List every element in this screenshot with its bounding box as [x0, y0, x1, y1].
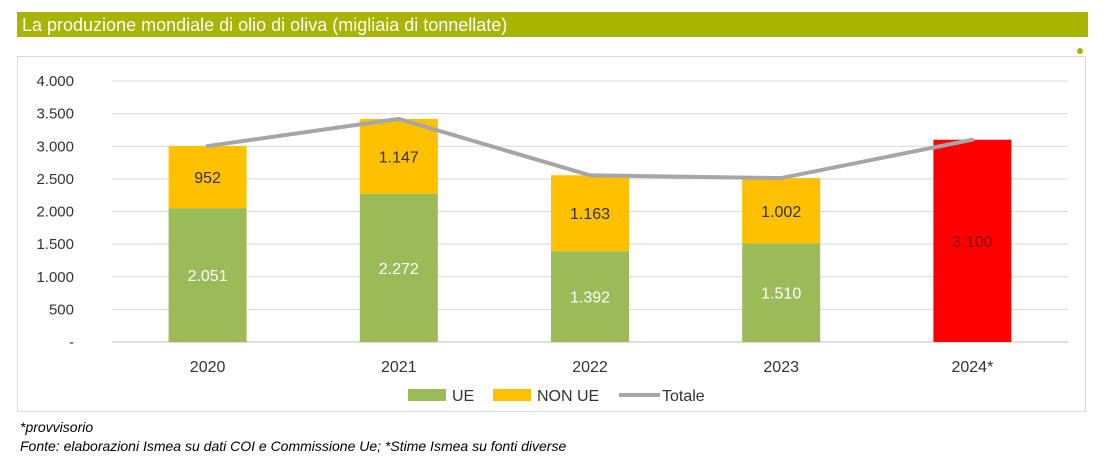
- x-tick-label: 2021: [381, 359, 417, 376]
- legend-label-non-ue: NON UE: [537, 388, 599, 405]
- data-label-non-ue: 1.002: [761, 204, 801, 221]
- data-label-non-ue: 1.163: [570, 206, 610, 223]
- data-label-non-ue: 1.147: [379, 149, 419, 166]
- data-label-total-estimate: 3.100: [952, 234, 992, 251]
- legend-label-totale: Totale: [662, 388, 705, 405]
- data-label-ue: 1.392: [570, 290, 610, 307]
- legend-swatch-ue: [408, 389, 446, 401]
- bar-ue: [168, 208, 247, 342]
- bar-ue: [551, 251, 629, 342]
- bar-non-ue: [551, 175, 629, 252]
- y-tick-label: 3.500: [36, 106, 74, 123]
- data-label-non-ue: 952: [194, 170, 221, 187]
- data-label-ue: 2.051: [188, 268, 228, 285]
- bar-non-ue: [742, 178, 821, 244]
- chart-frame: [17, 56, 1086, 412]
- x-tick-label: 2020: [190, 359, 226, 376]
- footnote-source: Fonte: elaborazioni Ismea su dati COI e …: [20, 438, 567, 454]
- footnote-provisional: *provvisorio: [20, 419, 94, 435]
- y-tick-label: 4.000: [36, 73, 74, 90]
- bar-ue: [742, 243, 821, 342]
- bar-total-estimate: [933, 139, 1012, 342]
- bar-ue: [359, 193, 438, 342]
- title-bar: La produzione mondiale di olio di oliva …: [17, 12, 1088, 37]
- x-tick-label: 2022: [572, 359, 608, 376]
- bar-non-ue: [168, 146, 247, 209]
- data-label-ue: 1.510: [761, 286, 801, 303]
- x-tick-label: 2023: [763, 359, 799, 376]
- y-tick-label: 3.000: [36, 138, 74, 155]
- y-tick-label: 500: [49, 301, 74, 318]
- y-tick-label: 2.500: [36, 171, 74, 188]
- bar-non-ue: [359, 118, 438, 194]
- chart-title: La produzione mondiale di olio di oliva …: [22, 15, 508, 35]
- legend-label-ue: UE: [452, 388, 474, 405]
- line-totale: [205, 116, 975, 181]
- y-tick-label: 1.000: [36, 269, 74, 286]
- y-tick-label: 2.000: [36, 204, 74, 221]
- legend-swatch-non-ue: [493, 389, 531, 401]
- bullet-dot: [1077, 48, 1083, 54]
- y-tick-label: 1.500: [36, 236, 74, 253]
- data-label-ue: 2.272: [379, 261, 419, 278]
- x-tick-label: 2024*: [951, 359, 993, 376]
- y-tick-label: -: [69, 334, 74, 351]
